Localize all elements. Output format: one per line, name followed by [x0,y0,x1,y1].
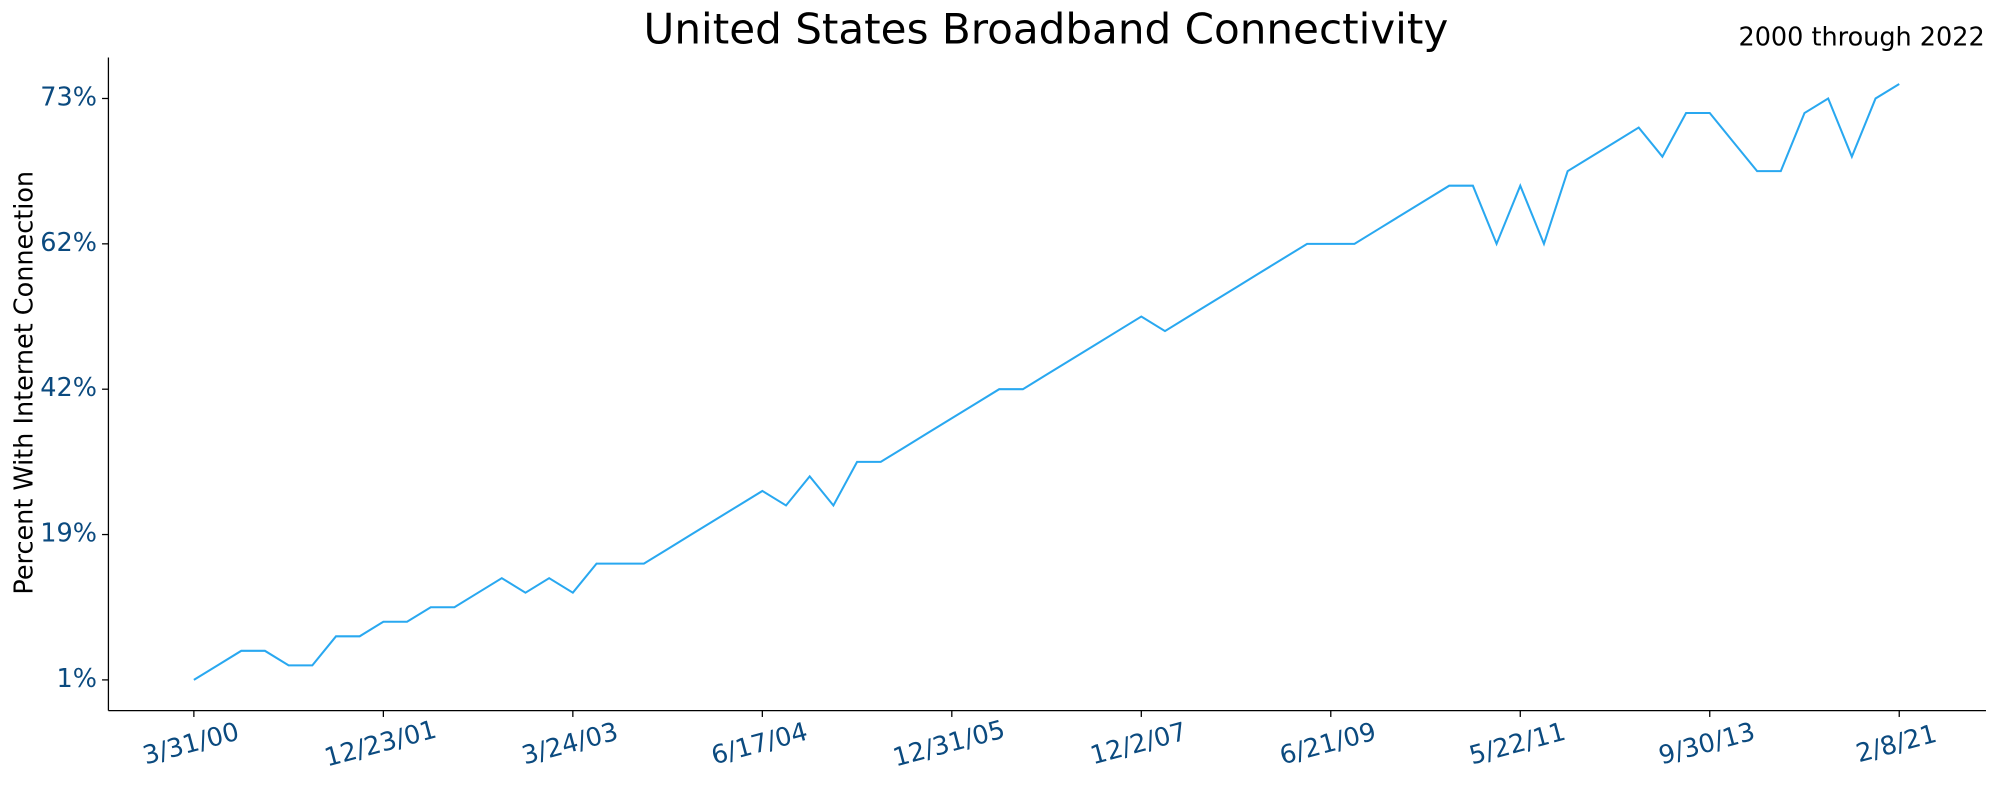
x-tick-label: 3/24/03 [519,717,622,771]
y-tick-label: 62% [40,228,97,258]
chart-subtitle: 2000 through 2022 [1738,22,1984,52]
x-tick-label: 2/8/21 [1853,719,1940,769]
y-tick-label: 1% [56,664,96,694]
x-tick-label: 6/17/04 [708,717,811,771]
y-tick-label: 42% [40,373,97,403]
x-tick-label: 12/23/01 [321,715,439,774]
chart-title: United States Broadband Connectivity [644,5,1449,54]
x-tick-label: 12/2/07 [1087,717,1190,771]
x-tick-label: 12/31/05 [890,715,1008,774]
y-tick-label: 19% [40,519,97,549]
x-tick-label: 3/31/00 [140,717,243,771]
y-axis-label: Percent With Internet Connection [10,171,40,595]
x-tick-label: 9/30/13 [1656,717,1759,771]
line-series [193,83,1900,681]
x-tick-label: 5/22/11 [1466,717,1569,771]
y-tick-label: 73% [40,82,97,112]
x-tick-label: 6/21/09 [1277,717,1380,771]
